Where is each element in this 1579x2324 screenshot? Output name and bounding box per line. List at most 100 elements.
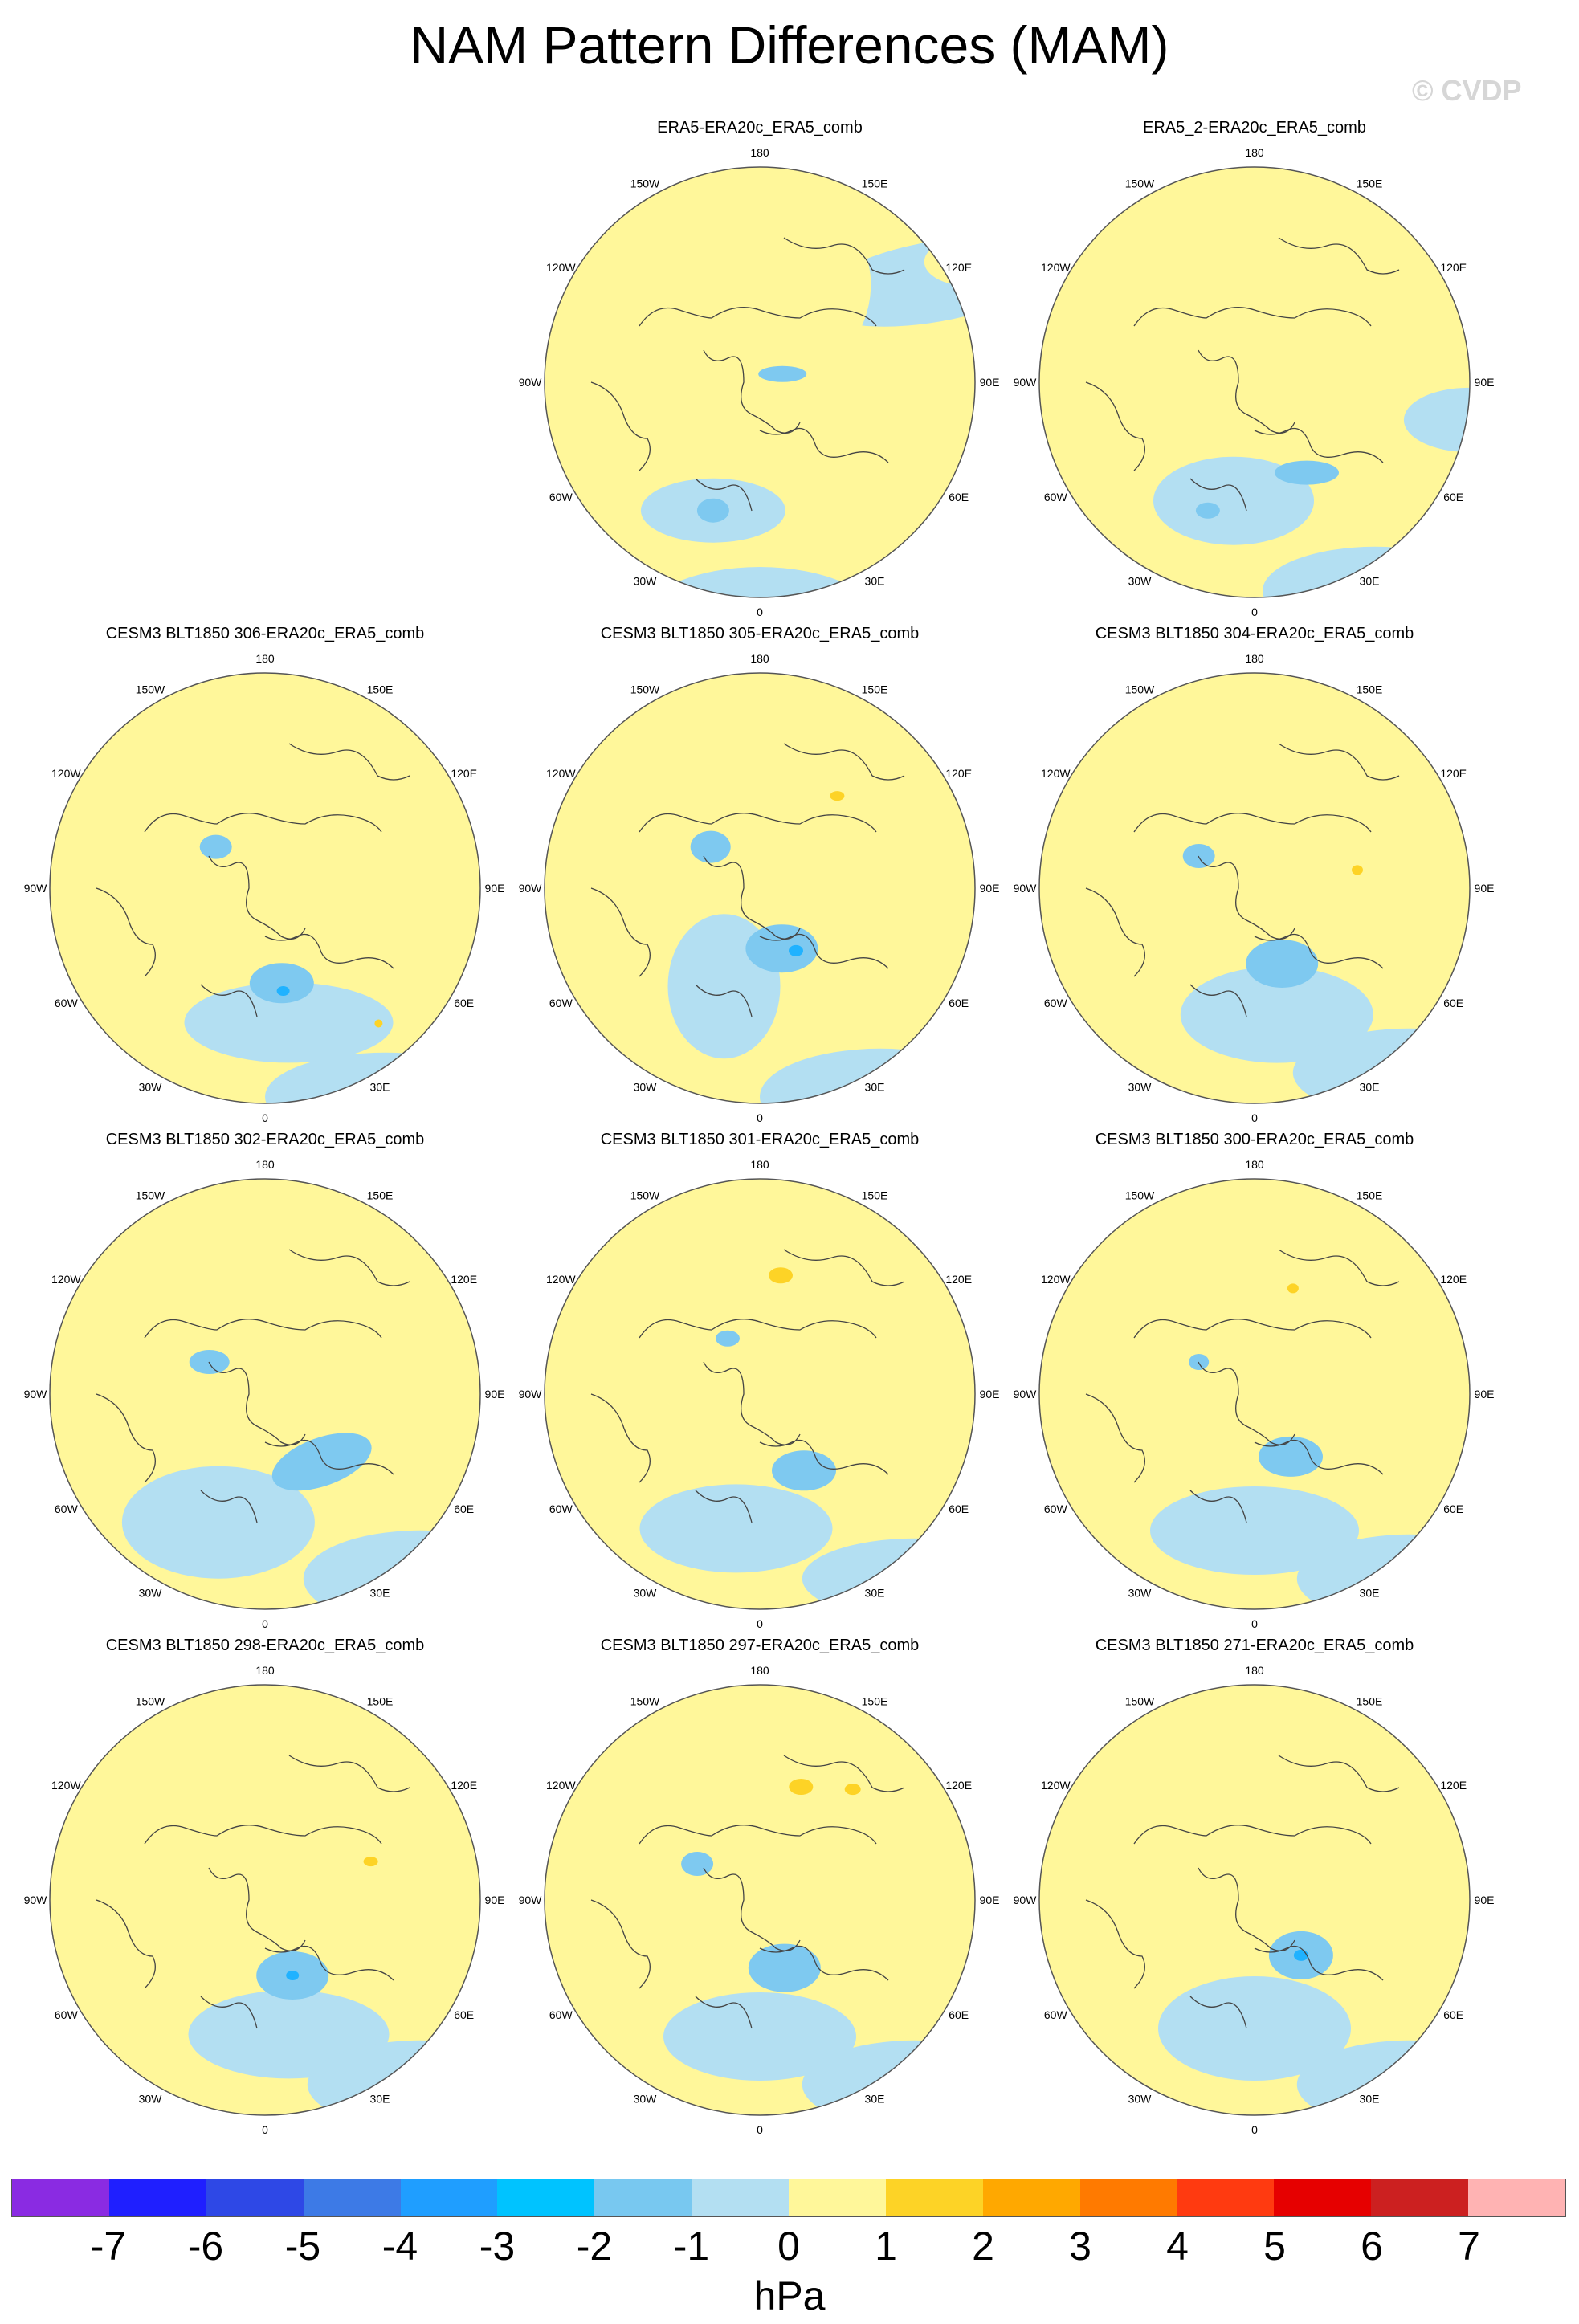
strong-negative-anomaly (1195, 502, 1220, 519)
longitude-label: 0 (1251, 1111, 1258, 1124)
longitude-label: 120W (51, 767, 81, 780)
colorbar-tick-label: 7 (1458, 2224, 1480, 2269)
canadian-archipelago (1198, 855, 1295, 940)
colorbar-tick-label: -3 (479, 2224, 516, 2269)
colorbar-swatch (692, 2179, 789, 2216)
longitude-label: 150W (136, 683, 165, 695)
longitude-label: 150W (630, 177, 660, 190)
arctic-coast (1133, 1825, 1372, 1845)
arctic-coast (639, 307, 877, 327)
longitude-label: 60W (55, 2008, 79, 2021)
arctic-coast (144, 1319, 382, 1339)
longitude-label: 0 (1251, 2123, 1258, 2136)
strong-negative-anomaly (1246, 940, 1319, 988)
longitude-label: 30W (139, 1587, 163, 1600)
longitude-label: 90W (24, 1388, 47, 1401)
europe-coast (759, 1945, 889, 1981)
longitude-label: 150E (1357, 683, 1383, 695)
longitude-label: 30W (634, 1587, 658, 1600)
map-panel: CESM3 BLT1850 306-ERA20c_ERA5_comb 0 30E 60… (24, 625, 506, 1124)
longitude-label: 180 (1245, 1158, 1264, 1171)
panel-title: ERA5_2-ERA20c_ERA5_comb (1143, 119, 1366, 137)
longitude-label: 150W (630, 1694, 660, 1707)
longitude-label: 90E (1475, 376, 1495, 389)
longitude-label: 90W (1014, 882, 1037, 895)
positive-anomaly-region (109, 1226, 214, 1315)
longitude-label: 0 (757, 1617, 763, 1630)
positive-anomaly-region (1137, 1188, 1251, 1269)
longitude-label: 120W (1041, 261, 1071, 274)
longitude-label: 30W (634, 575, 658, 588)
strong-negative-anomaly (772, 1450, 836, 1491)
europe-coast (264, 1945, 394, 1981)
longitude-label: 0 (262, 1111, 268, 1124)
longitude-label: 150E (862, 1189, 888, 1201)
europe-coast (1254, 933, 1384, 969)
longitude-label: 120E (451, 767, 477, 780)
strong-negative-anomaly (716, 1330, 740, 1347)
colorbar-swatch (594, 2179, 692, 2216)
negative-anomaly-region (639, 1484, 833, 1573)
longitude-label: 60E (1443, 2008, 1463, 2021)
colorbar-swatch (1371, 2179, 1469, 2216)
strong-negative-anomaly (1275, 460, 1339, 485)
coastlines (590, 743, 905, 1017)
north-america-coast (590, 1393, 651, 1483)
page-title: NAM Pattern Differences (MAM) (410, 15, 1169, 75)
longitude-label: 120E (1440, 261, 1467, 274)
map-boundary (1038, 1684, 1471, 2116)
longitude-label: 60E (454, 2008, 474, 2021)
colorbar-swatch (885, 2179, 983, 2216)
longitude-label: 60E (949, 2008, 969, 2021)
longitude-label: 30W (1128, 2093, 1153, 2106)
positive-anomaly-region (1118, 704, 1230, 793)
positive-anomaly-region (807, 1221, 946, 1372)
coastlines (590, 1755, 905, 2029)
canadian-archipelago (703, 349, 801, 434)
siberia-coast (1278, 1755, 1400, 1792)
longitude-label: 30W (1128, 1081, 1153, 1094)
siberia-coast (1278, 743, 1400, 781)
very-strong-negative-anomaly (276, 986, 290, 996)
panel-title: CESM3 BLT1850 300-ERA20c_ERA5_comb (1095, 1131, 1414, 1148)
positive-anomaly-region (1238, 198, 1360, 326)
longitude-label: 90W (519, 376, 542, 389)
longitude-label: 60W (1044, 491, 1068, 504)
longitude-label: 120W (51, 1779, 81, 1792)
colorbar-swatch (1079, 2179, 1177, 2216)
arctic-coast (144, 813, 382, 833)
coastlines (96, 1755, 410, 2029)
longitude-label: 180 (1245, 652, 1264, 665)
colorbar-swatch (1274, 2179, 1372, 2216)
polar-map: 0 30E 60E 90E 120E 150E 180 150W 120W 90W 60W 30W (519, 146, 999, 618)
greenland-coast (200, 1996, 258, 2029)
longitude-label: 60E (1443, 997, 1463, 1009)
longitude-label: 150E (862, 683, 888, 695)
coastlines (96, 1249, 410, 1523)
map-boundary (1038, 672, 1471, 1104)
map-panel: CESM3 BLT1850 301-ERA20c_ERA5_comb 0 30E 60… (519, 1131, 1001, 1630)
longitude-label: 30E (1360, 2093, 1380, 2106)
canadian-archipelago (208, 855, 306, 940)
polar-map: 0 30E 60E 90E 120E 150E 180 150W 120W 90W 60W 30W (1014, 1664, 1494, 2136)
longitude-label: 60E (1443, 491, 1463, 504)
very-strong-negative-anomaly (286, 1971, 300, 1980)
map-boundary (544, 1178, 976, 1610)
longitude-label: 180 (750, 146, 769, 159)
strong-positive-anomaly (789, 1779, 814, 1795)
longitude-label: 60E (949, 1502, 969, 1515)
longitude-label: 30E (1360, 1587, 1380, 1600)
canadian-archipelago (703, 1867, 801, 1951)
strong-negative-anomaly (696, 498, 729, 523)
longitude-label: 120E (945, 767, 972, 780)
polar-map: 0 30E 60E 90E 120E 150E 180 150W 120W 90W 60W 30W (1014, 146, 1495, 618)
colorbar-swatch (303, 2179, 401, 2216)
longitude-label: 150E (862, 1694, 888, 1707)
europe-coast (1254, 1439, 1384, 1475)
panel-title: CESM3 BLT1850 302-ERA20c_ERA5_comb (105, 1131, 425, 1148)
longitude-label: 120W (1041, 767, 1071, 780)
polar-map: 0 30E 60E 90E 120E 150E 180 150W 120W 90W 60W 30W (519, 1158, 999, 1630)
longitude-label: 30E (865, 1587, 885, 1600)
europe-coast (264, 1439, 394, 1475)
colorbar-swatch (789, 2179, 886, 2216)
